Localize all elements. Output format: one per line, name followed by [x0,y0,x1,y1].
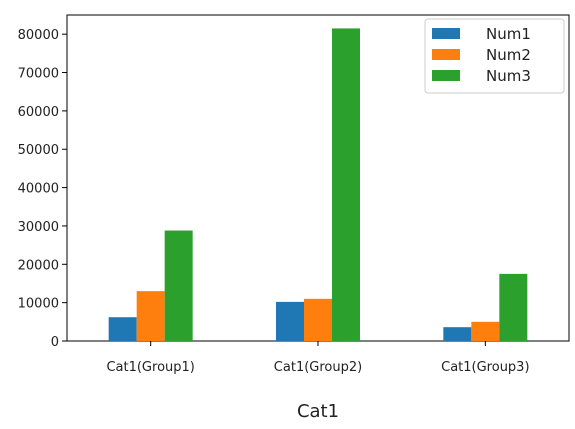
bar-num3-3 [499,273,528,341]
y-axis: 0 10000 20000 30000 40000 50000 60000 70000 8000… [18,28,67,350]
y-tick-label: 20000 [18,258,59,273]
y-tick-label: 60000 [18,105,59,120]
legend-label-num3: Num3 [486,67,531,85]
x-tick-label: Cat1(Group1) [106,360,194,375]
y-tick-label: 0 [51,335,59,350]
y-tick-label: 80000 [18,28,59,43]
bar-num1-3 [443,327,472,341]
x-axis: Cat1(Group1) Cat1(Group2) Cat1(Group3) [106,341,530,375]
legend-label-num2: Num2 [486,46,531,64]
bar-num3-2 [332,28,360,342]
bar-num2-3 [471,321,500,341]
legend: Num1 Num2 Num3 [424,18,565,94]
bar-num3-1 [164,230,193,341]
bar-num1-1 [108,317,137,341]
y-tick-label: 50000 [18,143,59,158]
x-tick-label: Cat1(Group3) [441,360,529,375]
bars [108,28,528,342]
y-tick-label: 70000 [18,67,59,82]
legend-swatch-num3 [432,70,460,81]
legend-swatch-num2 [432,49,460,60]
legend-swatch-num1 [432,28,460,39]
bar-num1-2 [276,301,304,341]
bar-num2-2 [304,298,332,341]
y-tick-label: 30000 [18,220,59,235]
y-tick-label: 40000 [18,182,59,197]
x-axis-title: Cat1 [297,401,339,422]
bar-num2-1 [136,291,165,341]
legend-label-num1: Num1 [486,25,531,43]
y-tick-label: 10000 [18,297,59,312]
x-tick-label: Cat1(Group2) [274,360,362,375]
